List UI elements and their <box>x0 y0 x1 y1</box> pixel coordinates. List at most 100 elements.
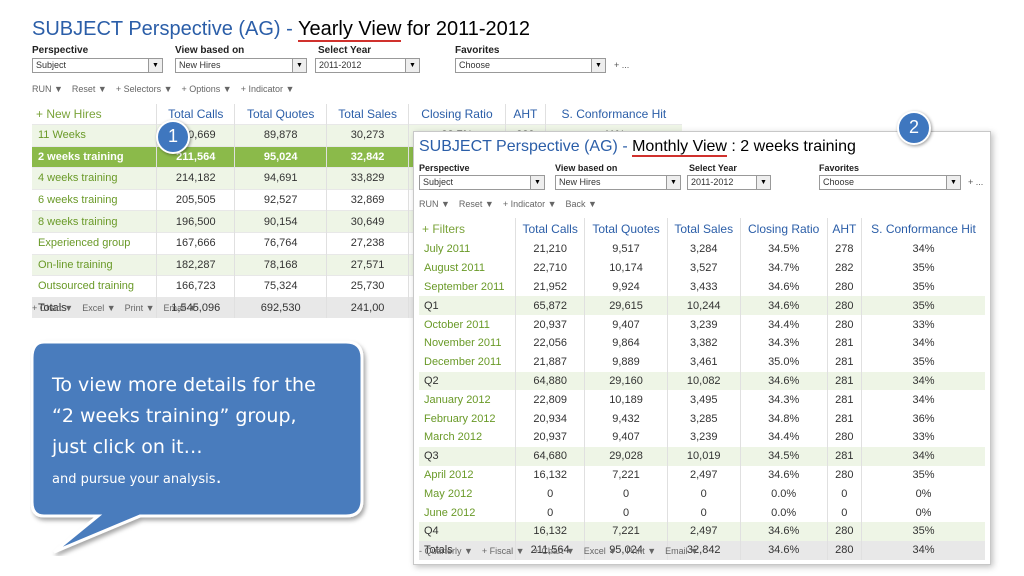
monthly-indicator-button[interactable]: + Indicator ▼ <box>502 199 557 209</box>
row-label[interactable]: February 2012 <box>424 412 496 425</box>
yearly-new-hires-header[interactable]: + New Hires <box>36 107 102 121</box>
table-row[interactable]: September 2011 21,952 9,924 3,433 34.6% 280 35… <box>419 277 985 297</box>
yearly-viewbased-select[interactable]: New Hires ▼ <box>175 58 307 73</box>
monthly-column-header[interactable]: S. Conformance Hit <box>861 218 985 240</box>
chevron-down-icon: ▼ <box>148 59 162 72</box>
yearly-print-button[interactable]: Print ▼ <box>124 303 155 313</box>
callout-bubble <box>30 340 364 554</box>
row-label[interactable]: June 2012 <box>424 506 476 519</box>
row-label[interactable]: November 2011 <box>424 337 502 350</box>
table-row[interactable]: March 2012 20,937 9,407 3,239 34.4% 280 33% <box>419 427 985 447</box>
table-row[interactable]: November 2011 22,056 9,864 3,382 34.3% 281 34% <box>419 333 985 353</box>
table-row[interactable]: January 2012 22,809 10,189 3,495 34.3% 281 34% <box>419 390 985 410</box>
row-label[interactable]: August 2011 <box>424 262 485 275</box>
table-row[interactable]: May 2012 0 0 0 0.0% 0 0% <box>419 484 985 504</box>
row-label[interactable]: 11 Weeks <box>32 124 157 147</box>
row-label[interactable]: 4 weeks training <box>32 167 157 190</box>
monthly-column-header[interactable]: AHT <box>826 218 862 240</box>
row-label[interactable]: April 2012 <box>424 468 474 481</box>
yearly-excel-button[interactable]: Excel ▼ <box>82 303 116 313</box>
monthly-excel-button[interactable]: Excel ▼ <box>583 546 618 556</box>
monthly-chart-button[interactable]: + Chart ▼ <box>533 546 575 556</box>
row-label[interactable]: October 2011 <box>424 318 490 331</box>
monthly-email-button[interactable]: Email ▼ <box>665 546 700 556</box>
yearly-column-header[interactable]: AHT <box>504 104 546 125</box>
row-label[interactable]: Q4 <box>419 521 516 541</box>
callout-line-4-text: and pursue your analysis <box>52 472 216 487</box>
yearly-year-label: Select Year <box>318 45 372 56</box>
table-cell: 34.6% <box>739 540 828 560</box>
monthly-fiscal-button[interactable]: + Fiscal ▼ <box>481 546 525 556</box>
table-cell: 3,284 <box>666 240 741 259</box>
yearly-year-value: 2011-2012 <box>319 60 362 70</box>
yearly-email-button[interactable]: Email ▼ <box>163 303 198 313</box>
yearly-run-button[interactable]: RUN ▼ <box>32 84 63 94</box>
table-row[interactable]: December 2011 21,887 9,889 3,461 35.0% 281 35% <box>419 352 985 372</box>
row-label[interactable]: December 2011 <box>424 356 502 369</box>
quarter-row[interactable]: Q2 64,880 29,160 10,082 34.6% 281 34% <box>419 371 985 391</box>
table-cell: 30,649 <box>326 210 409 233</box>
yearly-perspective-select[interactable]: Subject ▼ <box>32 58 163 73</box>
table-cell: 3,382 <box>666 333 741 353</box>
table-row[interactable]: October 2011 20,937 9,407 3,239 34.4% 280 33% <box>419 315 985 334</box>
yearly-column-header[interactable]: S. Conformance Hit <box>544 104 682 125</box>
table-cell: 0.0% <box>739 484 828 504</box>
monthly-filters-header[interactable]: + Filters <box>422 222 466 236</box>
table-row[interactable]: August 2011 22,710 10,174 3,527 34.7% 282 35% <box>419 258 985 278</box>
table-row[interactable]: February 2012 20,934 9,432 3,285 34.8% 281 36% <box>419 409 985 428</box>
monthly-print-button[interactable]: Print ▼ <box>626 546 657 556</box>
yearly-options-button[interactable]: + Options ▼ <box>181 84 232 94</box>
monthly-column-header[interactable]: Total Sales <box>666 218 741 240</box>
monthly-quarterly-button[interactable]: - Quarterly ▼ <box>419 546 473 556</box>
row-label[interactable]: January 2012 <box>424 393 491 406</box>
monthly-reset-button[interactable]: Reset ▼ <box>458 199 494 209</box>
monthly-year-select[interactable]: 2011-2012 ▼ <box>687 175 771 190</box>
row-label[interactable]: 6 weeks training <box>32 188 157 211</box>
table-cell: 64,880 <box>515 371 585 391</box>
row-label[interactable]: On-line training <box>32 253 157 276</box>
row-label[interactable]: Q2 <box>419 371 516 391</box>
table-cell: 281 <box>826 409 862 428</box>
row-label[interactable]: Q3 <box>419 446 516 466</box>
quarter-row[interactable]: Q1 65,872 29,615 10,244 34.6% 280 35% <box>419 296 985 316</box>
yearly-column-header[interactable]: Total Quotes <box>234 104 327 125</box>
yearly-chart-button[interactable]: + Chart ▼ <box>32 303 74 313</box>
monthly-favorites-actions[interactable]: + ... <box>968 177 984 187</box>
row-label[interactable]: July 2011 <box>424 243 471 256</box>
callout-line-3: just click on it… <box>52 436 203 458</box>
monthly-run-button[interactable]: RUN ▼ <box>419 199 450 209</box>
monthly-column-header[interactable]: Total Quotes <box>584 218 668 240</box>
table-cell: 205,505 <box>156 188 235 211</box>
monthly-column-header[interactable]: Closing Ratio <box>739 218 828 240</box>
yearly-column-header[interactable]: Total Calls <box>156 104 235 125</box>
yearly-reset-button[interactable]: Reset ▼ <box>71 84 107 94</box>
table-row[interactable]: July 2011 21,210 9,517 3,284 34.5% 278 34% <box>419 240 985 259</box>
monthly-back-button[interactable]: Back ▼ <box>565 199 597 209</box>
row-label[interactable]: Q1 <box>419 296 516 316</box>
yearly-favorites-select[interactable]: Choose ▼ <box>455 58 606 73</box>
table-row[interactable]: April 2012 16,132 7,221 2,497 34.6% 280 35% <box>419 465 985 485</box>
row-label[interactable]: Experienced group <box>32 231 157 255</box>
table-row[interactable]: June 2012 0 0 0 0.0% 0 0% <box>419 503 985 522</box>
yearly-year-select[interactable]: 2011-2012 ▼ <box>315 58 420 73</box>
table-cell: 34% <box>861 371 985 391</box>
yearly-column-header[interactable]: Total Sales <box>326 104 409 125</box>
quarter-row[interactable]: Q3 64,680 29,028 10,019 34.5% 281 34% <box>419 446 985 466</box>
quarter-row[interactable]: Q4 16,132 7,221 2,497 34.6% 280 35% <box>419 521 985 541</box>
monthly-column-header[interactable]: Total Calls <box>515 218 585 240</box>
yearly-favorites-actions[interactable]: + ... <box>614 60 630 70</box>
row-label[interactable]: Outsourced training <box>32 275 157 298</box>
row-label[interactable]: 8 weeks training <box>32 210 157 233</box>
row-label[interactable]: March 2012 <box>424 431 483 444</box>
row-label[interactable]: 2 weeks training <box>32 145 157 168</box>
monthly-favorites-select[interactable]: Choose ▼ <box>819 175 961 190</box>
table-cell: 282 <box>826 258 862 278</box>
yearly-selectors-button[interactable]: + Selectors ▼ <box>115 84 173 94</box>
row-label[interactable]: September 2011 <box>424 280 505 293</box>
yearly-indicator-button[interactable]: + Indicator ▼ <box>240 84 295 94</box>
row-label[interactable]: May 2012 <box>424 487 473 500</box>
yearly-column-header[interactable]: Closing Ratio <box>407 104 506 125</box>
monthly-viewbased-select[interactable]: New Hires ▼ <box>555 175 681 190</box>
monthly-perspective-select[interactable]: Subject ▼ <box>419 175 545 190</box>
table-cell: 34.6% <box>739 277 828 297</box>
